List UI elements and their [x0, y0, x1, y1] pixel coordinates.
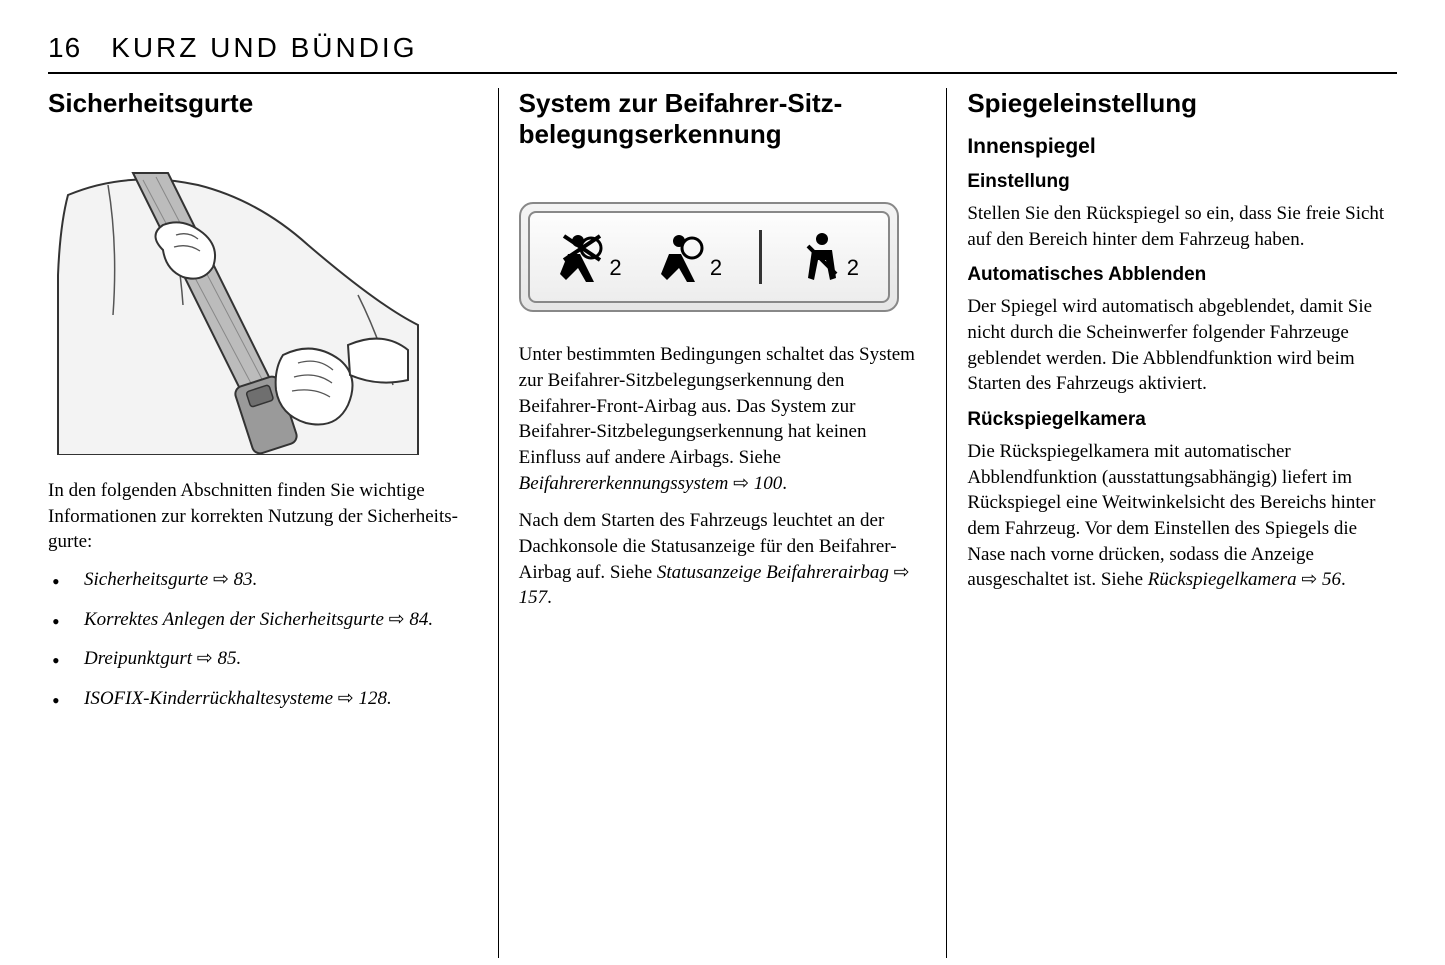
section-einstellung-title: Einstellung	[967, 171, 1397, 193]
col1-intro-text: In den folgenden Abschnitten finden Sie …	[48, 478, 478, 555]
col1-bullet-list: Sicherheitsgurte ⇨ 83. Korrektes Anlegen…	[48, 567, 478, 712]
section-abblenden-title: Automatisches Abblenden	[967, 264, 1397, 286]
seatbelt-reminder-icon: 2	[800, 230, 859, 284]
list-item: Sicherheitsgurte ⇨ 83.	[48, 567, 478, 593]
indicator-divider	[759, 230, 762, 284]
section-kamera-text: Die Rückspiegelkamera mit automati­scher…	[967, 439, 1397, 593]
page-header: 16 KURZ UND BÜNDIG	[48, 32, 1397, 74]
section-einstellung-text: Stellen Sie den Rückspiegel so ein, dass…	[967, 201, 1397, 252]
col3-heading: Spiegeleinstellung	[967, 88, 1397, 119]
col1-heading: Sicherheitsgurte	[48, 88, 478, 119]
page-number: 16	[48, 32, 81, 64]
list-item: Dreipunktgurt ⇨ 85.	[48, 646, 478, 672]
column-2: System zur Beifahrer-Sitz­belegungserken…	[498, 88, 948, 958]
airbag-indicator-inner: 2 2 2	[528, 211, 890, 303]
seatbelt-illustration	[48, 155, 428, 455]
col3-subheading: Innenspiegel	[967, 135, 1397, 159]
column-3: Spiegeleinstellung Innenspiegel Einstell…	[947, 88, 1397, 958]
col2-paragraph-2: Nach dem Starten des Fahrzeugs leuchtet …	[519, 508, 927, 611]
list-item: ISOFIX-Kinderrückhaltesysteme ⇨ 128.	[48, 686, 478, 712]
section-kamera-title: Rückspiegelkamera	[967, 409, 1397, 431]
chapter-title: KURZ UND BÜNDIG	[111, 32, 417, 64]
col2-paragraph-1: Unter bestimmten Bedingungen schaltet da…	[519, 342, 927, 496]
content-columns: Sicherheitsgurte	[48, 88, 1397, 958]
airbag-on-icon: 2	[659, 230, 722, 284]
column-1: Sicherheitsgurte	[48, 88, 498, 958]
airbag-indicator-panel: 2 2 2	[519, 202, 899, 312]
col2-heading: System zur Beifahrer-Sitz­belegungserken…	[519, 88, 927, 150]
airbag-off-icon: 2	[558, 230, 621, 284]
list-item: Korrektes Anlegen der Sicherheits­gurte …	[48, 607, 478, 633]
section-abblenden-text: Der Spiegel wird automatisch abgebl­ende…	[967, 294, 1397, 397]
